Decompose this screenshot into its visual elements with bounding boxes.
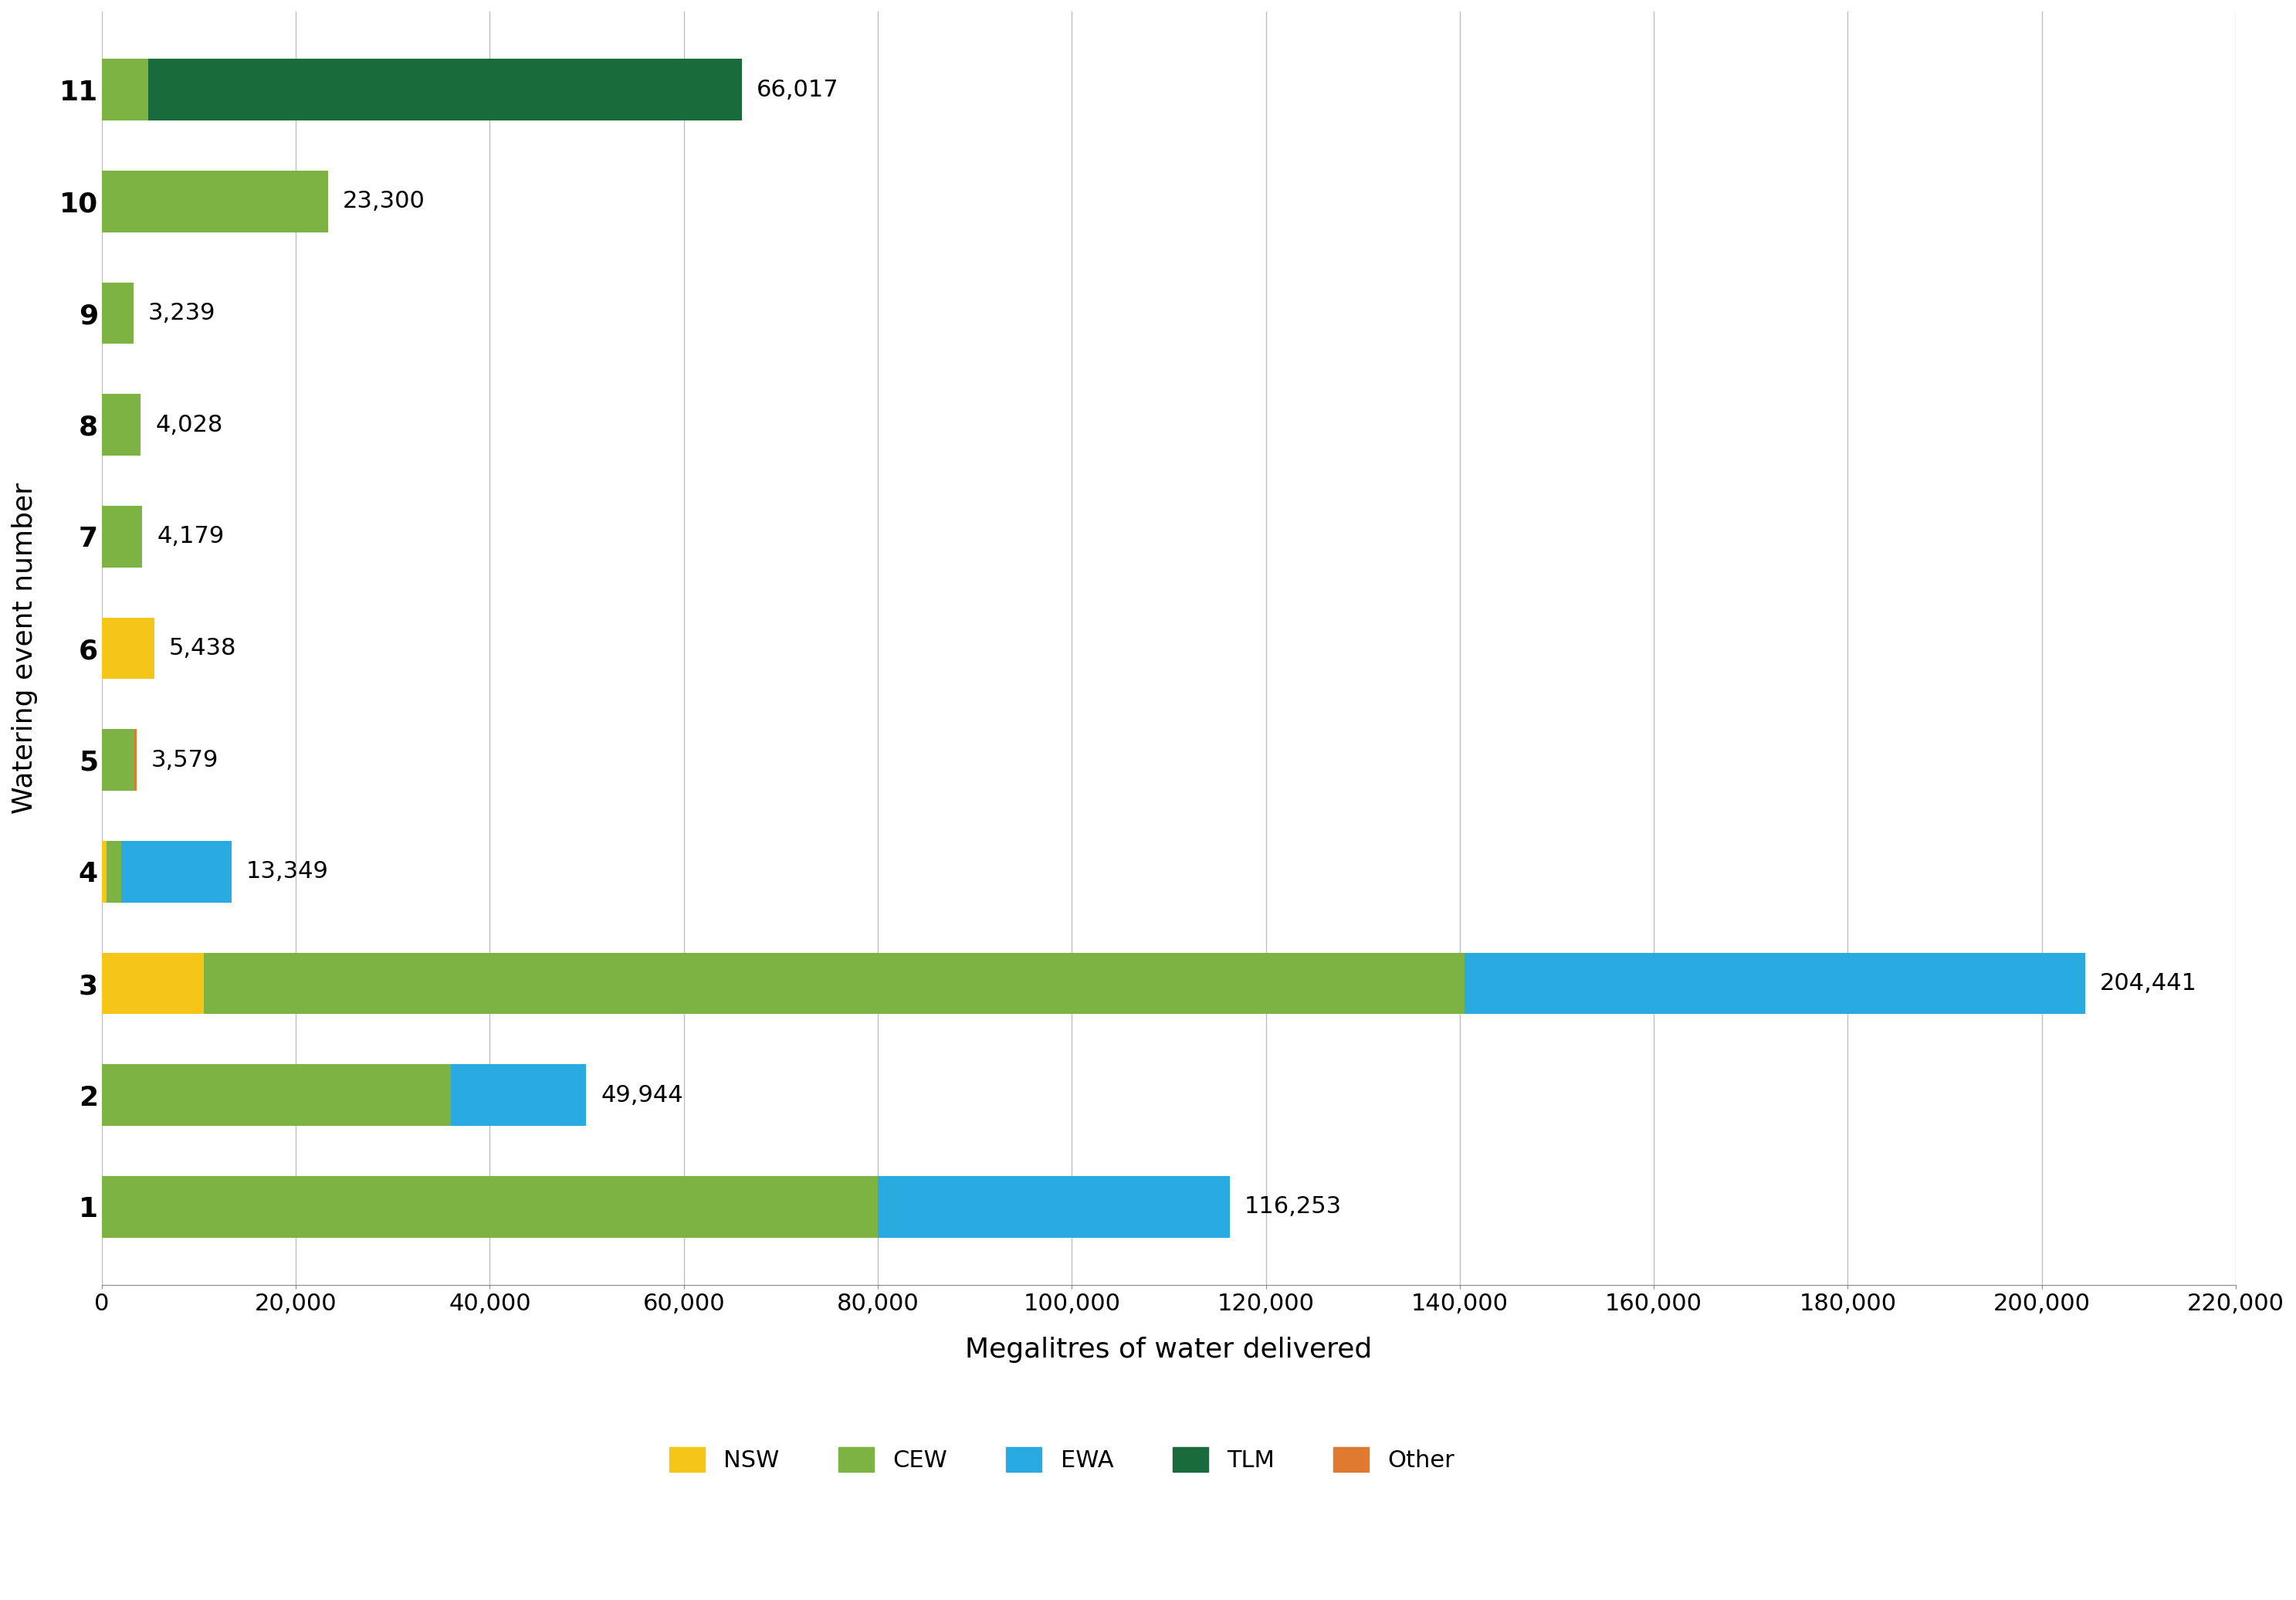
X-axis label: Megalitres of water delivered: Megalitres of water delivered [964,1336,1373,1363]
Bar [101,394,140,456]
Y-axis label: Watering event number: Watering event number [11,483,37,814]
Text: 116,253: 116,253 [1244,1195,1341,1218]
Bar [101,1176,877,1237]
Bar [101,730,133,790]
Bar [101,952,204,1014]
Bar [450,1064,585,1126]
Text: 4,179: 4,179 [156,525,225,547]
Bar [1465,952,2085,1014]
Bar [204,952,1465,1014]
Bar [106,842,122,902]
Bar [101,283,133,344]
Text: 4,028: 4,028 [156,414,223,437]
Bar [877,1176,1228,1237]
Bar [101,1064,450,1126]
Text: 49,944: 49,944 [602,1083,684,1106]
Legend: NSW, CEW, EWA, TLM, Other: NSW, CEW, EWA, TLM, Other [659,1438,1465,1482]
Bar [122,842,232,902]
Text: 5,438: 5,438 [170,637,236,659]
Bar [133,730,135,790]
Text: 3,579: 3,579 [152,749,218,771]
Bar [101,506,142,568]
Text: 204,441: 204,441 [2099,973,2197,995]
Bar [101,59,149,120]
Bar [101,618,154,678]
Text: 13,349: 13,349 [246,861,328,883]
Bar [101,842,106,902]
Bar [149,59,742,120]
Text: 66,017: 66,017 [758,78,838,101]
Text: 23,300: 23,300 [342,190,425,213]
Bar [101,171,328,232]
Text: 3,239: 3,239 [147,302,216,325]
